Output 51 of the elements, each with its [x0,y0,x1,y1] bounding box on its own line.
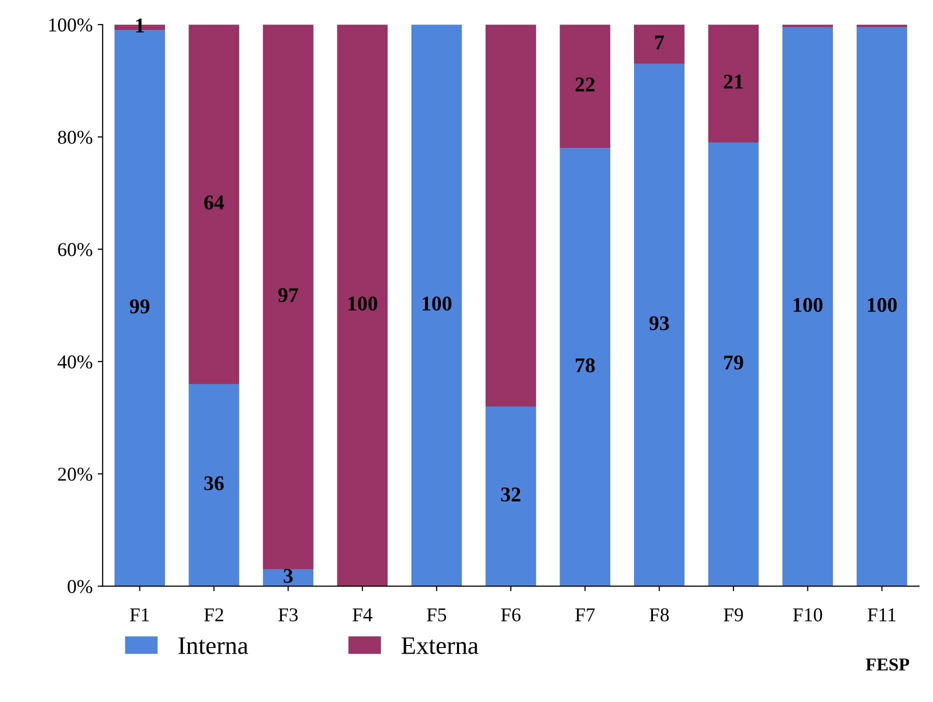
bar [188,24,240,384]
bar [634,64,684,586]
bar [486,24,536,406]
bar [188,384,240,586]
x-tick-label: F6 [501,608,521,622]
legend-label: Interna [178,637,248,654]
data-label: 21 [724,74,743,89]
data-label: 36 [204,476,224,490]
x-tick-label: F7 [575,608,595,622]
data-label: 7 [655,36,664,50]
data-label: 93 [649,316,669,330]
x-tick-label: F4 [352,608,372,622]
x-tick-label: F3 [278,608,298,622]
data-label: 22 [575,78,595,92]
data-label: 32 [501,488,520,502]
bar [708,142,759,586]
x-tick-label: F9 [724,608,743,622]
x-tick-label: F5 [426,608,446,622]
bar [560,24,610,148]
data-label: 100 [422,296,452,311]
y-tick-label: 40% [58,355,92,369]
data-label: 78 [576,358,595,372]
bar [634,24,684,64]
x-tick-label: F2 [204,608,224,622]
x-tick-label: F8 [650,608,669,622]
bar [262,24,314,570]
data-label: 99 [130,299,150,314]
text: FESP [866,658,910,671]
x-tick-label: F11 [868,608,896,622]
data-label: 64 [204,195,224,210]
bar [337,24,388,586]
bar [856,27,908,586]
data-label: 79 [724,356,744,370]
bar [560,148,610,586]
bar [782,27,833,586]
y-tick-label: 60% [58,243,92,256]
y-tick-label: 20% [58,468,92,481]
y-tick-label: 100% [49,18,92,32]
data-label: 100 [348,296,378,311]
x-tick-label: F1 [130,608,149,622]
bar [486,406,536,586]
data-label: 3 [284,568,293,583]
data-label: 100 [868,298,897,312]
bar [411,24,462,586]
y-tick-label: 80% [58,130,92,144]
y-tick-label: 0% [68,580,92,594]
x-tick-label: F10 [793,608,822,622]
bar [708,24,759,143]
data-label: 97 [278,288,298,302]
legend-label: Externa [402,637,478,654]
data-label: 100 [794,298,823,312]
